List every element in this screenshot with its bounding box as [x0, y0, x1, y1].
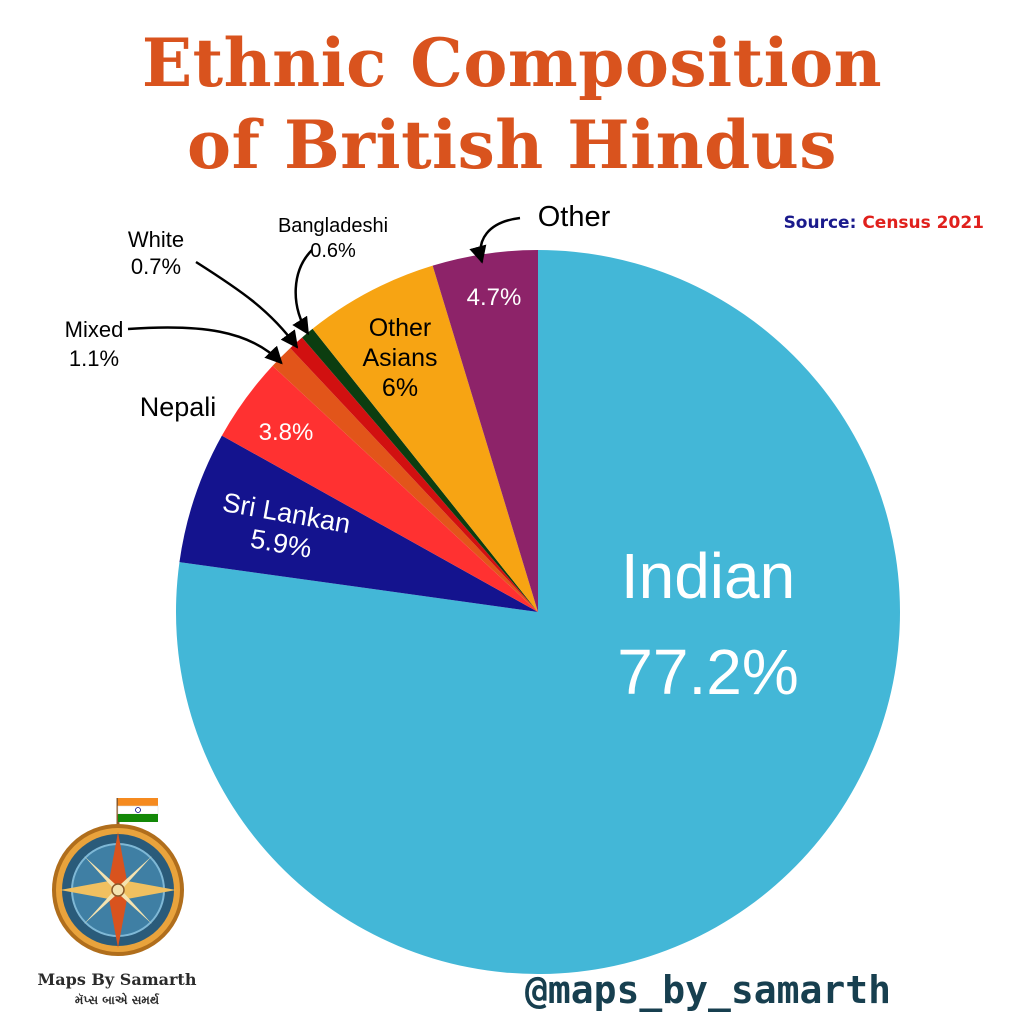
compass-logo-icon [52, 798, 184, 956]
pie-slice-white [290, 337, 538, 612]
chart-title: Ethnic Composition of British Hindus [0, 22, 1024, 186]
logo-subtitle: મૅપ્સ બાએ સમર્થ [74, 993, 160, 1007]
pie-slice-other-asians [312, 265, 538, 612]
pie-slices [175, 250, 901, 975]
social-handle: @maps_by_samarth [525, 968, 892, 1012]
label-mixed: Mixed 1.1% [65, 317, 124, 371]
pie-slice-mixed [272, 348, 538, 612]
source-value: Census 2021 [862, 213, 984, 233]
arrow-white [195, 260, 299, 349]
title-line-2: of British Hindus [187, 106, 837, 184]
label-other-asians: Other Asians 6% [362, 314, 437, 402]
source-label: Source: [783, 213, 857, 233]
label-other-name: Other [538, 201, 611, 233]
label-indian: Indian 77.2% [617, 540, 798, 708]
label-nepali-value: 3.8% [259, 419, 314, 446]
label-leader-lines [127, 216, 521, 365]
arrow-mixed [127, 326, 283, 365]
arrow-bangladeshi [292, 249, 313, 336]
label-other-value: 4.7% [467, 284, 522, 311]
logo-name: Maps By Samarth [37, 970, 197, 989]
pie-slice-bangladeshi [302, 328, 538, 612]
title-line-1: Ethnic Composition [141, 24, 883, 102]
pie-slice-sri-lankan [179, 435, 539, 612]
pie-slice-other [432, 250, 538, 612]
label-nepali-name: Nepali [140, 392, 217, 422]
label-bangladeshi: Bangladeshi 0.6% [278, 215, 388, 262]
label-white: White 0.7% [128, 227, 184, 279]
source-note: Source: Census 2021 [784, 213, 984, 233]
arrow-other [469, 216, 521, 264]
pie-slice-nepali [221, 365, 538, 612]
